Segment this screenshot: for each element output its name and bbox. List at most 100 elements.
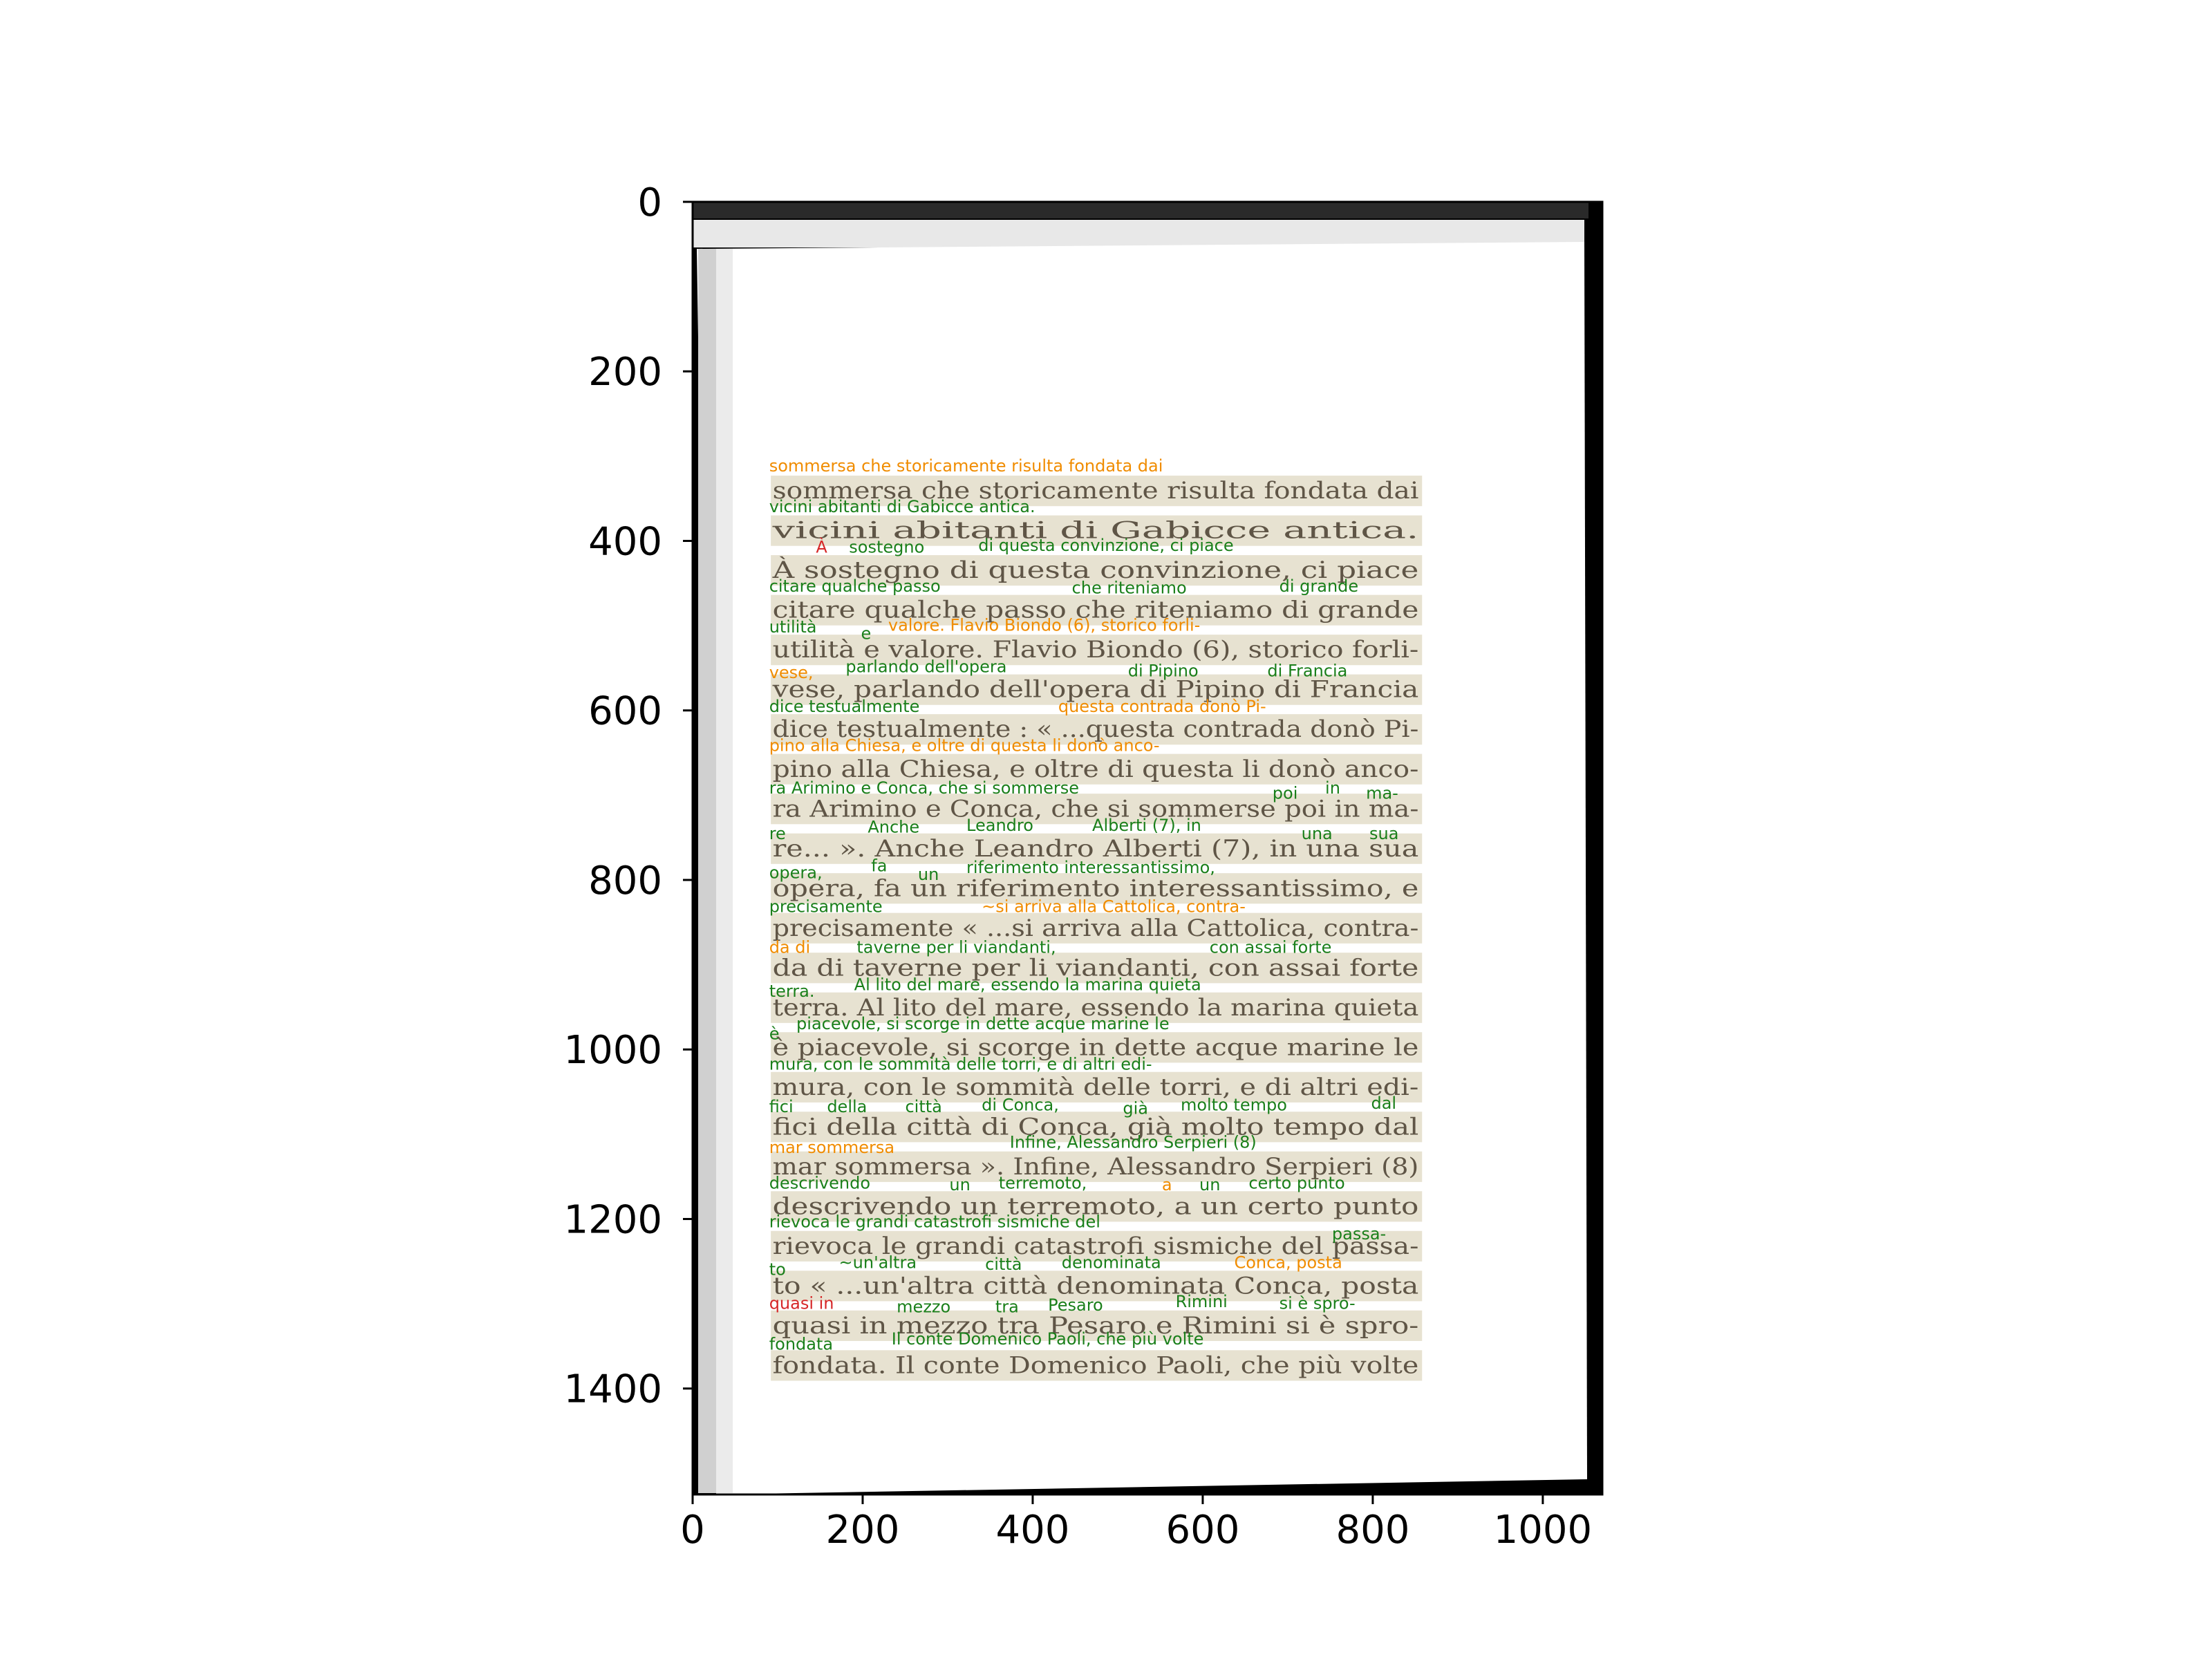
text-line: fondata. Il conte Domenico Paoli, che pi…: [771, 1350, 1423, 1381]
ocr-label: citare qualche passo: [769, 577, 941, 596]
y-axis: 0 200 400 600 800 1000 1200 1400: [563, 180, 693, 1412]
ocr-label: sostegno: [849, 538, 924, 557]
text-line: rievoca le grandi catastrofi sismiche de…: [771, 1230, 1423, 1262]
text-line: mar sommersa ». Infine, Alessandro Serpi…: [771, 1151, 1423, 1182]
text-line: vicini abitanti di Gabicce antica.: [771, 515, 1423, 546]
y-tick-label: 800: [588, 859, 662, 903]
ocr-label: già: [1123, 1098, 1148, 1118]
text-line: ra Arimino e Conca, che si sommerse poi …: [771, 794, 1423, 825]
ocr-label: parlando dell'opera: [845, 657, 1006, 677]
ocr-label: con assai forte: [1210, 937, 1332, 957]
x-axis: 0 200 400 600 800 1000: [680, 1494, 1592, 1553]
ocr-label: che riteniamo: [1072, 579, 1187, 598]
ocr-label: mura, con le sommità delle torri, e di a…: [769, 1055, 1152, 1074]
word-box: [771, 1112, 1423, 1143]
text-line: citare qualche passo che riteniamo di gr…: [771, 594, 1423, 626]
word-box: [771, 1350, 1423, 1381]
ocr-label: è: [769, 1024, 780, 1044]
printed-line: fici della città di Conca, già molto tem…: [773, 1113, 1419, 1141]
y-tick-label: 0: [637, 180, 662, 225]
ocr-label: della: [827, 1097, 867, 1116]
ocr-label: vicini abitanti di Gabicce antica.: [769, 497, 1035, 516]
word-box: [771, 1151, 1423, 1182]
word-box: [771, 833, 1423, 864]
y-tick-label: 400: [588, 519, 662, 564]
ocr-label: Alberti (7), in: [1092, 816, 1201, 835]
word-box: [771, 635, 1423, 666]
ocr-label: si è spro-: [1280, 1293, 1356, 1313]
printed-line: mura, con le sommità delle torri, e di a…: [773, 1074, 1419, 1101]
printed-line: utilità e valore. Flavio Biondo (6), sto…: [773, 636, 1419, 664]
word-box: [771, 992, 1423, 1023]
ocr-label: mezzo: [897, 1297, 950, 1316]
printed-line: quasi in mezzo tra Pesaro e Rimini si è …: [773, 1312, 1419, 1340]
ocr-label: e: [861, 624, 872, 644]
ocr-label: di grande: [1280, 577, 1359, 596]
printed-line: precisamente « ...si arriva alla Cattoli…: [773, 915, 1419, 942]
ocr-label: a: [1162, 1175, 1172, 1194]
text-line: utilità e valore. Flavio Biondo (6), sto…: [771, 635, 1423, 666]
ocr-label: rievoca le grandi catastrofi sismiche de…: [769, 1212, 1100, 1232]
x-tick-label: 400: [996, 1508, 1070, 1553]
printed-line: citare qualche passo che riteniamo di gr…: [773, 597, 1419, 624]
printed-line: vese, parlando dell'opera di Pipino di F…: [771, 676, 1418, 704]
ocr-label: taverne per li viandanti,: [856, 937, 1056, 957]
x-tick-label: 200: [826, 1508, 900, 1553]
ocr-label: fici: [769, 1097, 794, 1116]
ocr-label: passa-: [1332, 1224, 1386, 1244]
ocr-label: sommersa che storicamente risulta fondat…: [769, 456, 1163, 476]
printed-line: descrivendo un terremoto, a un certo pun…: [773, 1192, 1419, 1220]
ocr-label: mar sommersa: [769, 1138, 894, 1157]
ocr-label: un: [949, 1175, 970, 1194]
ocr-label: re: [769, 824, 786, 843]
ocr-label: utilità: [769, 617, 817, 637]
text-line: terra. Al lito del mare, essendo la mari…: [771, 992, 1423, 1023]
ocr-label: un: [1199, 1175, 1220, 1194]
word-box: [771, 674, 1423, 705]
ocr-label: to: [769, 1259, 786, 1279]
ocr-label: terremoto,: [999, 1173, 1087, 1192]
printed-line: to « ...un'altra città denominata Conca,…: [773, 1272, 1419, 1300]
ocr-label: denominata: [1062, 1253, 1161, 1273]
word-box: [771, 555, 1423, 586]
text-line: è piacevole, si scorge in dette acque ma…: [771, 1032, 1423, 1063]
ocr-label: Conca, posta: [1234, 1253, 1342, 1273]
text-line: descrivendo un terremoto, a un certo pun…: [771, 1191, 1423, 1222]
x-tick-label: 0: [680, 1508, 705, 1553]
word-box: [771, 1032, 1423, 1063]
printed-line: vicini abitanti di Gabicce antica.: [771, 517, 1418, 545]
word-box: [771, 594, 1423, 626]
ocr-label: Anche: [868, 817, 919, 836]
ocr-label: terra.: [769, 982, 815, 1001]
ocr-label: di Conca,: [982, 1096, 1059, 1115]
printed-line: rievoca le grandi catastrofi sismiche de…: [773, 1232, 1419, 1260]
ocr-label: questa contrada donò Pi-: [1058, 697, 1266, 716]
word-box: [771, 1310, 1423, 1341]
printed-line: opera, fa un riferimento interessantissi…: [773, 874, 1419, 902]
ocr-label: ~si arriva alla Cattolica, contra-: [982, 897, 1246, 917]
word-box: [771, 912, 1423, 944]
ocr-label: certo punto: [1248, 1173, 1344, 1192]
ocr-label: quasi in: [769, 1293, 834, 1313]
printed-line: fondata. Il conte Domenico Paoli, che pi…: [773, 1351, 1419, 1379]
y-tick-label: 1000: [563, 1028, 662, 1073]
ocr-label: in: [1325, 778, 1340, 798]
word-box: [771, 1191, 1423, 1222]
ocr-label: sua: [1369, 824, 1398, 843]
ocr-label: ma-: [1366, 783, 1398, 803]
ocr-label: dal: [1371, 1094, 1396, 1113]
y-tick-label: 1200: [563, 1197, 662, 1242]
printed-line: terra. Al lito del mare, essendo la mari…: [773, 994, 1419, 1022]
ocr-label: città: [985, 1255, 1022, 1274]
text-line: sommersa che storicamente risulta fondat…: [771, 476, 1423, 507]
y-tick-label: 200: [588, 350, 662, 395]
x-tick-label: 1000: [1494, 1508, 1593, 1553]
printed-line: da di taverne per li viandanti, con assa…: [773, 954, 1419, 982]
word-box: [771, 873, 1423, 904]
text-line: À sostegno di questa convinzione, ci pia…: [771, 555, 1423, 586]
ocr-label: fondata: [769, 1334, 833, 1353]
ocr-label: À: [816, 537, 827, 557]
word-box: [771, 753, 1423, 785]
text-line: vese, parlando dell'opera di Pipino di F…: [771, 674, 1423, 705]
